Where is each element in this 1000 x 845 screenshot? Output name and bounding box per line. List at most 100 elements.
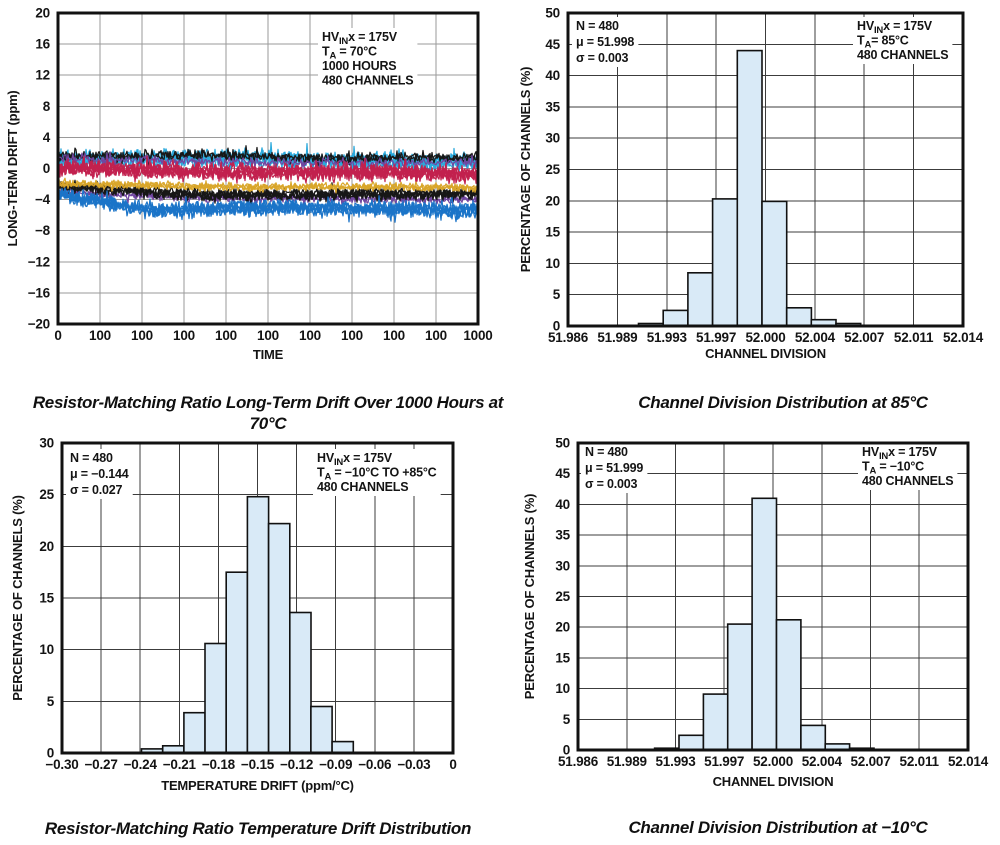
- svg-text:51.993: 51.993: [647, 330, 688, 345]
- channel-traces: [58, 141, 478, 223]
- svg-text:100: 100: [257, 328, 279, 343]
- svg-text:40: 40: [545, 68, 560, 83]
- tick-labels: 51.986 51.989 51.993 51.997 52.000 52.004 52.0…: [555, 436, 989, 770]
- svg-text:25: 25: [545, 162, 560, 177]
- svg-text:100: 100: [383, 328, 405, 343]
- svg-text:N = 480: N = 480: [576, 19, 619, 33]
- svg-text:52.007: 52.007: [844, 330, 884, 345]
- svg-text:30: 30: [545, 131, 560, 146]
- svg-text:−0.24: −0.24: [124, 757, 158, 772]
- histogram-bars: [140, 495, 355, 754]
- svg-text:52.004: 52.004: [795, 330, 836, 345]
- svg-text:52.000: 52.000: [745, 330, 785, 345]
- svg-text:480 CHANNELS: 480 CHANNELS: [317, 480, 408, 494]
- x-axis-title: CHANNEL DIVISION: [705, 346, 826, 361]
- svg-text:HVINx = 175V: HVINx = 175V: [322, 30, 398, 47]
- svg-text:−20: −20: [28, 317, 50, 332]
- svg-text:25: 25: [39, 487, 54, 502]
- x-axis-title: CHANNEL DIVISION: [713, 774, 834, 789]
- svg-text:52.011: 52.011: [894, 330, 934, 345]
- svg-text:52.004: 52.004: [802, 754, 843, 769]
- chart-panel-temperature-drift: N = 480 μ = −0.144 σ = 0.027 HVINx = 175V TA…: [0, 420, 500, 845]
- svg-text:μ = 51.998: μ = 51.998: [576, 35, 634, 49]
- svg-text:−4: −4: [35, 192, 51, 207]
- chart-caption: Channel Division Distribution at −10°C: [628, 818, 928, 837]
- channel-group-purple-top: [58, 151, 478, 169]
- svg-text:51.997: 51.997: [704, 754, 744, 769]
- svg-text:20: 20: [35, 6, 50, 21]
- tick-labels: −0.30 −0.27 −0.24 −0.21 −0.18 −0.15 −0.12 −0.09…: [39, 436, 456, 773]
- svg-text:45: 45: [555, 466, 570, 481]
- svg-text:51.989: 51.989: [597, 330, 637, 345]
- svg-text:0: 0: [54, 328, 61, 343]
- svg-text:45: 45: [545, 37, 560, 52]
- svg-text:−0.06: −0.06: [358, 757, 392, 772]
- svg-text:50: 50: [545, 6, 560, 21]
- svg-text:16: 16: [35, 37, 50, 52]
- chart-panel-channel-division-85c: N = 480 μ = 51.998 σ = 0.003 HVINx = 175V TA…: [500, 0, 1000, 420]
- svg-text:100: 100: [173, 328, 195, 343]
- svg-text:12: 12: [35, 68, 50, 83]
- svg-text:30: 30: [555, 558, 570, 573]
- svg-text:100: 100: [89, 328, 111, 343]
- svg-text:0: 0: [553, 319, 560, 334]
- svg-text:20: 20: [545, 193, 560, 208]
- svg-text:TA = 70°C: TA = 70°C: [322, 45, 377, 62]
- svg-text:52.011: 52.011: [900, 754, 940, 769]
- svg-text:30: 30: [39, 436, 54, 451]
- svg-text:15: 15: [555, 650, 570, 665]
- svg-text:μ = −0.144: μ = −0.144: [70, 467, 129, 481]
- svg-text:0: 0: [47, 746, 54, 761]
- svg-text:20: 20: [555, 620, 570, 635]
- svg-text:1000 HOURS: 1000 HOURS: [322, 59, 396, 73]
- svg-text:HVINx = 175V: HVINx = 175V: [317, 451, 393, 468]
- annotation-block: N = 480 μ = 51.998 σ = 0.003: [572, 17, 639, 67]
- svg-text:−16: −16: [28, 285, 51, 300]
- x-axis-title: TEMPERATURE DRIFT (ppm/°C): [161, 778, 354, 793]
- svg-text:N = 480: N = 480: [70, 451, 113, 465]
- plot-frame: [56, 11, 480, 326]
- svg-text:51.993: 51.993: [655, 754, 696, 769]
- svg-text:1000: 1000: [463, 328, 492, 343]
- svg-text:5: 5: [47, 694, 55, 709]
- channel-group-blue: [58, 188, 478, 222]
- chart-caption: Resistor-Matching Ratio Long-Term Drift …: [32, 393, 504, 434]
- svg-text:100: 100: [299, 328, 321, 343]
- plot-frame: [576, 441, 970, 752]
- svg-text:100: 100: [215, 328, 237, 343]
- svg-text:480 CHANNELS: 480 CHANNELS: [857, 48, 948, 62]
- svg-text:TA= 85°C: TA= 85°C: [857, 34, 909, 51]
- svg-text:100: 100: [425, 328, 447, 343]
- y-axis-title: PERCENTAGE OF CHANNELS (%): [10, 495, 25, 700]
- channel-division-minus10c-chart-canvas: N = 480 μ = 51.999 σ = 0.003 HVINx = 175VTA…: [522, 436, 989, 790]
- annotation-block: N = 480 μ = −0.144 σ = 0.027: [66, 449, 133, 499]
- svg-text:51.997: 51.997: [696, 330, 736, 345]
- svg-text:52.014: 52.014: [948, 754, 989, 769]
- svg-text:15: 15: [39, 591, 54, 606]
- svg-text:HVINx = 175V: HVINx = 175V: [857, 19, 933, 36]
- svg-text:51.989: 51.989: [607, 754, 647, 769]
- svg-text:N = 480: N = 480: [585, 445, 628, 459]
- svg-text:HVINx = 175V: HVINx = 175V: [862, 445, 938, 462]
- chart-panel-channel-division-minus10c: N = 480 μ = 51.999 σ = 0.003 HVINx = 175V TA…: [500, 420, 1000, 845]
- chart-caption: Resistor-Matching Ratio Temperature Drif…: [44, 819, 472, 838]
- svg-text:480 CHANNELS: 480 CHANNELS: [862, 474, 953, 488]
- svg-text:25: 25: [555, 589, 570, 604]
- svg-text:σ = 0.003: σ = 0.003: [576, 51, 629, 65]
- svg-text:100: 100: [341, 328, 363, 343]
- plot-frame: [566, 11, 965, 328]
- svg-text:480 CHANNELS: 480 CHANNELS: [322, 74, 413, 88]
- svg-text:0: 0: [449, 757, 456, 772]
- svg-text:−0.12: −0.12: [280, 757, 313, 772]
- svg-text:52.000: 52.000: [753, 754, 793, 769]
- svg-text:35: 35: [555, 528, 570, 543]
- chart-panel-long-term-drift: HVINx = 175V TA = 70°C 1000 HOURS 480 CHANN…: [0, 0, 503, 434]
- svg-text:5: 5: [563, 712, 571, 727]
- svg-text:8: 8: [43, 99, 51, 114]
- svg-text:−0.15: −0.15: [241, 757, 275, 772]
- y-axis-title: LONG-TERM DRIFT (ppm): [5, 90, 20, 246]
